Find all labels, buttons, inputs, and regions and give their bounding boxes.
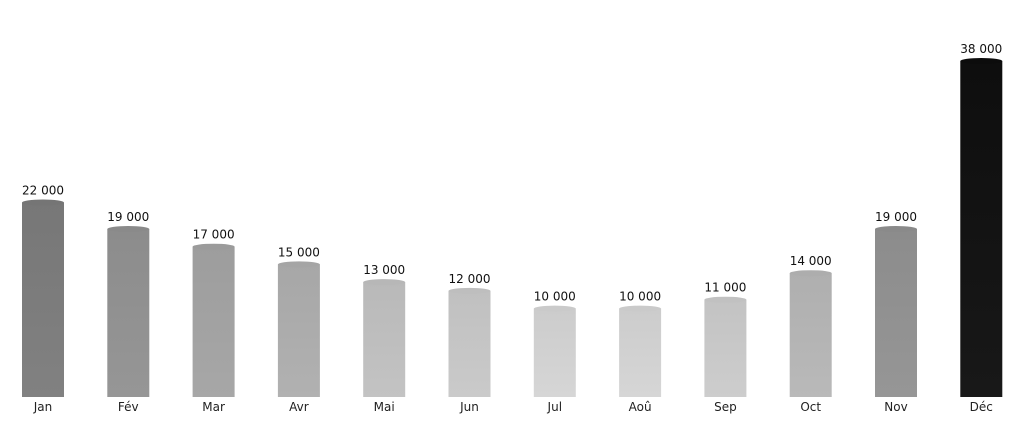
bar-cap-nov: [875, 226, 917, 232]
x-tick-label: Sep: [714, 400, 737, 414]
bar-nov: [875, 229, 917, 397]
x-tick-label: Aoû: [629, 400, 652, 414]
bar-cap-sep: [704, 296, 747, 303]
bar-cap-déc: [960, 58, 1003, 64]
bar-avr: [277, 264, 320, 397]
bar-mar: [192, 246, 235, 397]
bar-sep: [704, 299, 747, 397]
bar-cap-mar: [192, 243, 235, 250]
bar-cap-mai: [363, 279, 406, 286]
value-label: 19 000: [875, 210, 917, 224]
value-labels-group: 22 000 19 000 17 000 15 000 13 000 12 000 10 0…: [22, 42, 1002, 304]
x-tick-label: Mai: [374, 400, 395, 414]
value-label: 12 000: [449, 272, 491, 286]
x-tick-label: Jan: [33, 400, 53, 414]
value-label: 14 000: [790, 254, 832, 268]
x-tick-label: Jul: [547, 400, 562, 414]
value-label: 19 000: [107, 210, 149, 224]
x-tick-label: Oct: [800, 400, 821, 414]
value-label: 13 000: [363, 263, 405, 277]
x-tick-label: Avr: [289, 400, 309, 414]
bar-jul: [533, 308, 576, 397]
bar-jun: [448, 290, 491, 397]
x-axis-labels: Jan Fév Mar Avr Mai Jun Jul Aoû Sep Oct Nov Déc: [33, 400, 993, 414]
bar-cap-fév: [107, 226, 150, 232]
value-label: 15 000: [278, 245, 320, 259]
bars-group: [22, 58, 1003, 397]
value-label: 10 000: [619, 290, 661, 304]
value-label: 11 000: [704, 281, 746, 295]
bar-oct: [789, 273, 832, 397]
bar-jan: [22, 202, 64, 397]
value-label: 38 000: [960, 42, 1002, 56]
bar-aoû: [619, 308, 662, 397]
x-tick-label: Fév: [118, 400, 139, 414]
bar-cap-jul: [533, 305, 576, 312]
value-label: 10 000: [534, 290, 576, 304]
x-tick-label: Jun: [459, 400, 479, 414]
x-tick-label: Nov: [884, 400, 907, 414]
bar-mai: [363, 282, 406, 397]
value-label: 22 000: [22, 184, 64, 198]
bar-cap-oct: [789, 270, 832, 277]
x-tick-label: Déc: [970, 400, 993, 414]
x-tick-label: Mar: [202, 400, 225, 414]
bar-cap-aoû: [619, 305, 662, 312]
bar-cap-avr: [277, 261, 320, 268]
bar-fév: [107, 229, 150, 397]
bar-déc: [960, 61, 1003, 397]
bar-cap-jan: [22, 199, 64, 206]
bar-cap-jun: [448, 287, 491, 294]
value-label: 17 000: [193, 228, 235, 242]
